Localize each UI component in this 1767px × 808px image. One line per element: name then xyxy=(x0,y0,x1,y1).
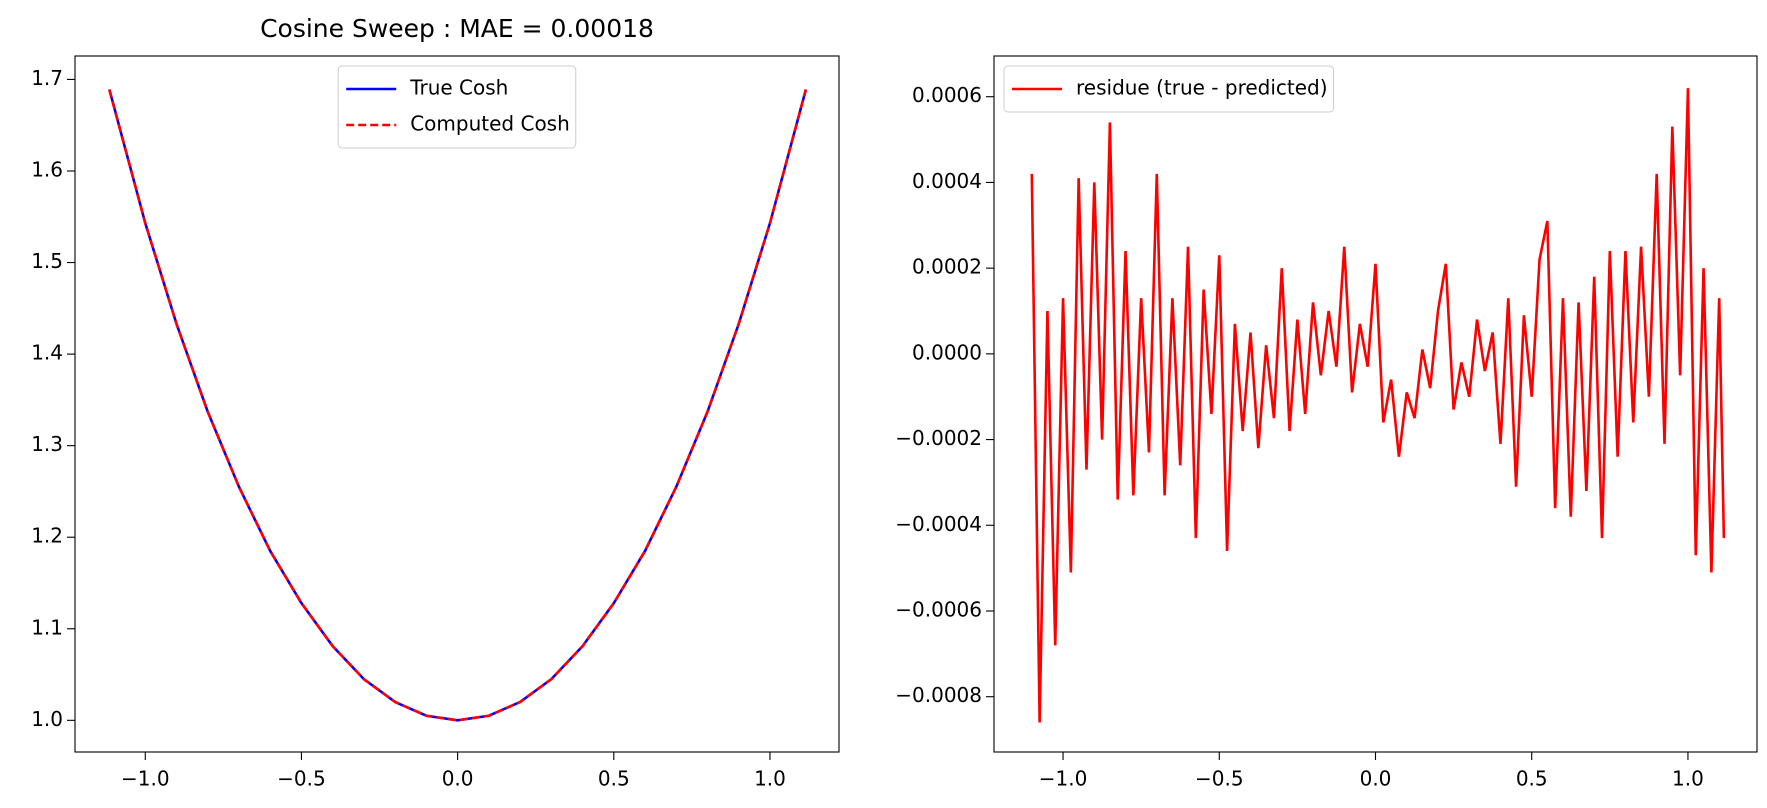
subplot: Cosine Sweep : MAE = 0.00018 −1.0 −0.5 0.0 0… xyxy=(31,14,840,791)
x-tick-label: −1.0 xyxy=(1039,767,1088,791)
x-tick-label: −0.5 xyxy=(277,767,326,791)
x-tick-label: 1.0 xyxy=(754,767,786,791)
y-tick-label: 1.3 xyxy=(31,432,63,456)
x-tick-label: 0.0 xyxy=(442,767,474,791)
data-line xyxy=(108,89,808,722)
x-tick-label: 0.5 xyxy=(598,767,630,791)
legend-frame xyxy=(1003,65,1335,113)
legend: True Cosh Computed Cosh xyxy=(337,65,577,149)
y-tick-label: 1.6 xyxy=(31,157,63,181)
y-tick-label: 0.0006 xyxy=(912,83,982,107)
data-line xyxy=(108,89,808,722)
legend-label: residue (true - predicted) xyxy=(1076,76,1328,100)
y-tick-label: −0.0002 xyxy=(895,426,982,450)
axes-frame xyxy=(993,55,1758,753)
y-tick-label: −0.0006 xyxy=(895,598,982,622)
y-tick-label: 1.1 xyxy=(31,615,63,639)
x-tick-label: 0.5 xyxy=(1516,767,1548,791)
legend: residue (true - predicted) xyxy=(1003,65,1335,113)
y-tick-label: 0.0004 xyxy=(912,169,982,193)
x-tick-label: 0.0 xyxy=(1360,767,1392,791)
x-tick-label: 1.0 xyxy=(1672,767,1704,791)
legend-frame xyxy=(337,65,577,149)
chart-title: Cosine Sweep : MAE = 0.00018 xyxy=(260,14,654,43)
y-tick-label: −0.0004 xyxy=(895,512,982,536)
data-line xyxy=(1030,88,1726,723)
x-tick-label: −1.0 xyxy=(121,767,170,791)
y-tick-label: 0.0000 xyxy=(912,340,982,364)
y-tick-label: 1.0 xyxy=(31,707,63,731)
y-tick-label: 1.2 xyxy=(31,524,63,548)
subplot: −1.0 −0.5 0.0 0.5 1.0 −0.0008 −0.0006 −0.0004 −0… xyxy=(895,55,1758,791)
y-tick-label: 1.7 xyxy=(31,66,63,90)
axes-frame xyxy=(74,55,840,753)
legend-label: True Cosh xyxy=(409,76,508,100)
y-tick-label: 0.0002 xyxy=(912,255,982,279)
y-tick-label: 1.5 xyxy=(31,249,63,273)
y-tick-label: −0.0008 xyxy=(895,683,982,707)
x-tick-label: −0.5 xyxy=(1195,767,1244,791)
legend-label: Computed Cosh xyxy=(410,112,570,136)
y-tick-label: 1.4 xyxy=(31,341,63,365)
